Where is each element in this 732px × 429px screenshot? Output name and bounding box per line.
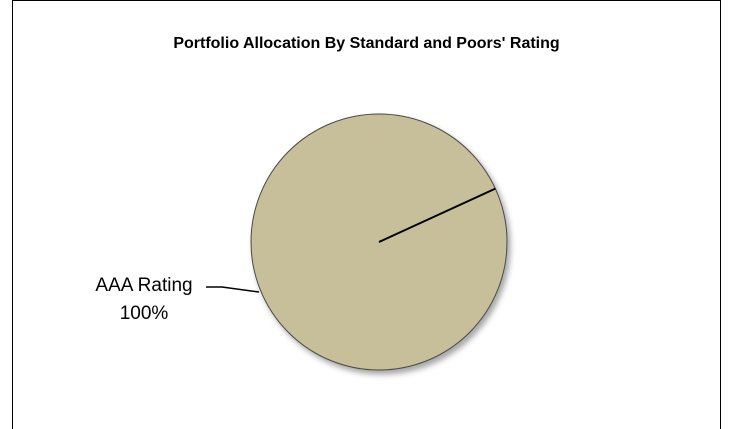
slice-label-category: AAA Rating [95,275,192,296]
chart-border [12,0,721,429]
leader-line [206,286,260,293]
slice-label-percent: 100% [120,303,169,324]
slice-separator-line [378,187,496,243]
chart-title: Portfolio Allocation By Standard and Poo… [173,35,560,52]
pie-layer [250,113,508,371]
